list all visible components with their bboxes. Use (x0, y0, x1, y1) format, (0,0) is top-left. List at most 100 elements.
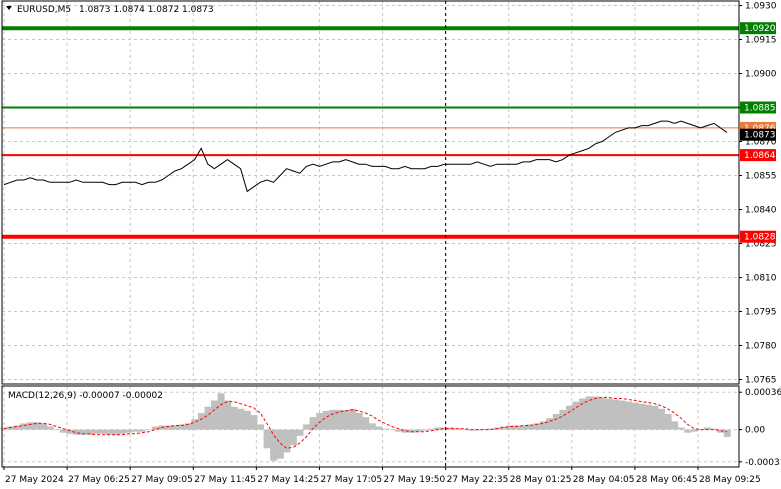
macd-bar (283, 429, 291, 453)
macd-bar (500, 426, 508, 430)
level-label: 1.0828 (744, 233, 776, 243)
macd-bar (520, 425, 527, 430)
macd-bar (204, 406, 212, 430)
macd-bar (526, 424, 534, 430)
macd-bar (664, 414, 672, 430)
macd-bar (165, 425, 172, 430)
macd-bar (644, 404, 652, 430)
price-levels (2, 26, 739, 239)
macd-bar (710, 428, 718, 430)
time-tick-label: 28 May 06:45 (636, 475, 698, 485)
macd-bar (138, 429, 146, 432)
macd-bar (13, 425, 21, 430)
level-label: 1.0885 (744, 104, 776, 114)
macd-bar (631, 402, 639, 430)
macd-bar (171, 425, 179, 430)
macd-bar (362, 417, 370, 430)
macd-bar (211, 400, 218, 430)
price-tick-label: 1.0855 (745, 172, 777, 182)
macd-bar (112, 429, 120, 435)
macd-bar (690, 429, 698, 432)
macd-bar (99, 429, 107, 434)
macd-title: MACD(12,26,9) -0.00007 -0.00002 (8, 391, 163, 401)
price-tick-label: 1.0900 (745, 70, 777, 80)
time-tick-label: 27 May 06:25 (68, 475, 130, 485)
time-tick-label: 27 May 2024 (5, 475, 64, 485)
macd-signal-path (3, 396, 728, 449)
macd-bar (92, 429, 100, 434)
macd-bar (552, 414, 560, 430)
macd-bar (46, 426, 54, 430)
level-label-box (740, 230, 776, 243)
macd-bar (303, 424, 311, 430)
macd-bar (395, 429, 403, 432)
macd-bar (257, 424, 264, 430)
price-tick-label: 1.0840 (745, 205, 777, 215)
macd-bar (658, 408, 665, 430)
macd-bar (105, 429, 113, 435)
macd-axis: 0.00036 0.00 -0.00031 (739, 388, 781, 468)
macd-bar (276, 429, 284, 459)
macd-bar (230, 406, 238, 430)
time-tick-label: 27 May 11:45 (194, 475, 256, 485)
current-price-label: 1.0873 (744, 131, 776, 141)
macd-bar (73, 429, 80, 435)
macd-bar (224, 400, 232, 430)
price-line (3, 120, 728, 193)
macd-bar (349, 408, 357, 430)
macd-bar (217, 393, 225, 430)
macd-bar (434, 427, 442, 430)
symbol-label[interactable]: EURUSD,M5 (17, 5, 71, 15)
macd-bar (289, 429, 297, 446)
price-tick-label: 1.0765 (745, 375, 777, 385)
macd-bar (20, 423, 28, 430)
macd-bar (651, 405, 659, 430)
time-tick-label: 27 May 09:05 (131, 475, 193, 485)
macd-bar (53, 429, 61, 431)
time-tick-label: 27 May 19:50 (384, 475, 446, 485)
ohlc-values: 1.0873 1.0874 1.0872 1.0873 (79, 5, 214, 15)
price-tick-label: 1.0795 (745, 307, 777, 317)
macd-bar (335, 409, 343, 430)
macd-bar (506, 425, 514, 430)
macd-bar (368, 423, 376, 430)
macd-bar (671, 421, 679, 430)
dropdown-triangle-icon[interactable] (6, 6, 12, 10)
macd-bar (638, 403, 646, 430)
macd-bar (250, 415, 258, 430)
time-tick-label: 27 May 22:35 (447, 475, 509, 485)
macd-bar (7, 426, 15, 430)
macd-bar (388, 429, 396, 431)
macd-bar (243, 410, 251, 430)
macd-bar (132, 429, 140, 432)
macd-bar (618, 400, 626, 430)
macd-bar (598, 397, 606, 430)
macd-bar (585, 396, 593, 430)
level-label-box (740, 22, 776, 35)
macd-bar (329, 409, 337, 430)
macd-bar (178, 424, 186, 430)
macd-bar (184, 423, 192, 430)
macd-bar (579, 398, 587, 430)
price-tick-label: 1.0810 (745, 273, 777, 283)
macd-bar (40, 423, 48, 430)
macd-bar (513, 425, 521, 430)
time-tick-label: 28 May 04:05 (573, 475, 635, 485)
macd-signal-line (3, 396, 728, 449)
macd-bar (460, 429, 468, 431)
macd-bar (197, 413, 205, 430)
time-tick-label: 28 May 09:25 (699, 475, 761, 485)
macd-bar (533, 423, 541, 430)
macd-bar (355, 413, 363, 430)
macd-bar (566, 405, 573, 430)
time-tick-label: 27 May 14:25 (257, 475, 319, 485)
macd-bar (119, 429, 126, 434)
macd-tick-label: 0.00 (745, 426, 765, 436)
macd-bar (191, 419, 199, 430)
macd-bar (145, 429, 153, 431)
time-tick-label: 27 May 17:05 (320, 475, 382, 485)
macd-bar (125, 429, 133, 433)
macd-bar (79, 429, 87, 435)
